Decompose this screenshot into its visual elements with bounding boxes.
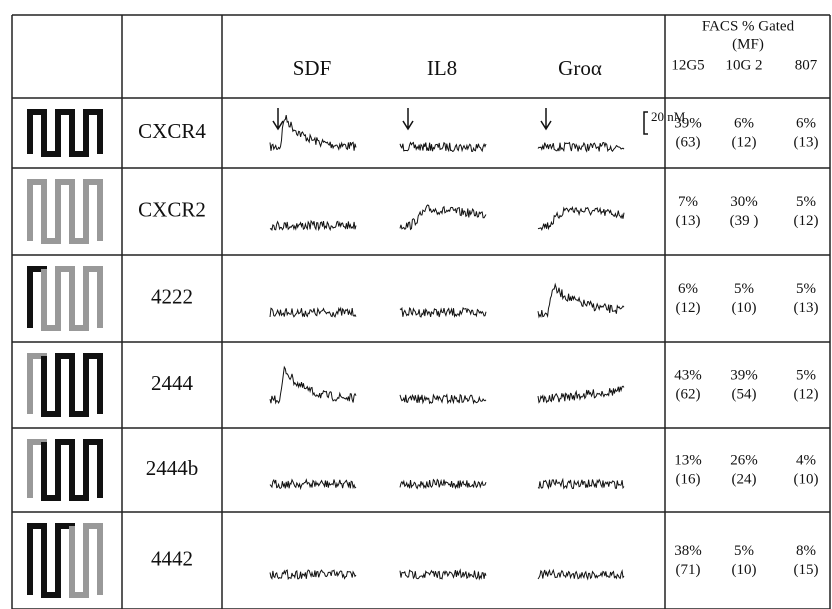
calcium-trace: [537, 141, 625, 153]
stimulus-arrow: [540, 108, 552, 131]
receptor-name: 2444: [151, 371, 194, 395]
facs-percent: 6%: [796, 115, 816, 131]
facs-percent: 4%: [796, 452, 816, 468]
calcium-trace: [537, 385, 625, 404]
facs-percent: 39%: [674, 115, 702, 131]
facs-subtitle: (MF): [732, 36, 764, 52]
facs-percent: 26%: [730, 452, 758, 468]
calcium-trace: [399, 141, 487, 153]
facs-percent: 30%: [730, 194, 758, 210]
facs-mf: (62): [676, 386, 701, 402]
facs-percent: 13%: [674, 452, 702, 468]
antibody-header: 12G5: [671, 57, 704, 73]
facs-mf: (13): [794, 300, 819, 316]
facs-title: FACS % Gated: [702, 18, 795, 34]
facs-mf: (16): [676, 471, 701, 487]
facs-percent: 6%: [734, 115, 754, 131]
calcium-trace: [399, 306, 487, 318]
calcium-trace: [399, 393, 487, 405]
receptor-icon-segment: [83, 266, 103, 328]
facs-percent: 8%: [796, 543, 816, 559]
facs-percent: 5%: [734, 543, 754, 559]
calcium-trace: [537, 568, 625, 581]
facs-mf: (39 ): [730, 213, 759, 229]
calcium-trace: [269, 219, 357, 232]
calcium-trace: [269, 114, 357, 151]
receptor-name: 4442: [151, 546, 193, 570]
trace-header: SDF: [293, 56, 332, 80]
receptor-icon-segment: [83, 523, 103, 595]
facs-mf: (15): [794, 562, 819, 578]
facs-mf: (12): [676, 300, 701, 316]
facs-percent: 5%: [796, 194, 816, 210]
scale-label: 20 nM: [651, 109, 686, 124]
calcium-trace: [269, 365, 357, 405]
facs-percent: 43%: [674, 367, 702, 383]
facs-percent: 5%: [796, 367, 816, 383]
calcium-trace: [537, 205, 625, 231]
receptor-name: CXCR2: [138, 197, 206, 221]
receptor-icon-segment: [83, 109, 103, 154]
facs-percent: 38%: [674, 543, 702, 559]
facs-mf: (24): [732, 471, 757, 487]
antibody-header: 807: [795, 57, 818, 73]
calcium-trace: [269, 478, 357, 491]
trace-header: IL8: [427, 56, 457, 80]
calcium-trace: [399, 204, 487, 231]
calcium-trace: [399, 478, 487, 490]
facs-mf: (13): [676, 213, 701, 229]
facs-percent: 6%: [678, 281, 698, 297]
facs-mf: (12): [794, 386, 819, 402]
receptor-name: CXCR4: [138, 119, 206, 143]
facs-mf: (10): [732, 300, 757, 316]
facs-mf: (10): [794, 471, 819, 487]
trace-header: Groα: [558, 56, 602, 80]
calcium-trace: [399, 568, 487, 581]
calcium-trace: [537, 477, 625, 490]
stimulus-arrow: [272, 108, 284, 131]
receptor-name: 2444b: [146, 456, 199, 480]
calcium-trace: [269, 569, 357, 581]
receptor-icon-segment: [83, 353, 103, 414]
facs-percent: 39%: [730, 367, 758, 383]
facs-mf: (13): [794, 134, 819, 150]
facs-percent: 7%: [678, 194, 698, 210]
facs-percent: 5%: [734, 281, 754, 297]
antibody-header: 10G 2: [725, 57, 762, 73]
receptor-name: 4222: [151, 284, 193, 308]
facs-mf: (12): [794, 213, 819, 229]
facs-mf: (12): [732, 134, 757, 150]
scale-bar: [643, 111, 648, 135]
stimulus-arrow: [402, 108, 414, 131]
calcium-trace: [269, 306, 357, 318]
facs-percent: 5%: [796, 281, 816, 297]
facs-mf: (63): [676, 134, 701, 150]
facs-mf: (71): [676, 562, 701, 578]
calcium-trace: [537, 282, 625, 319]
receptor-icon-segment: [83, 179, 103, 241]
facs-mf: (10): [732, 562, 757, 578]
receptor-icon-segment: [83, 439, 103, 498]
facs-mf: (54): [732, 386, 757, 402]
